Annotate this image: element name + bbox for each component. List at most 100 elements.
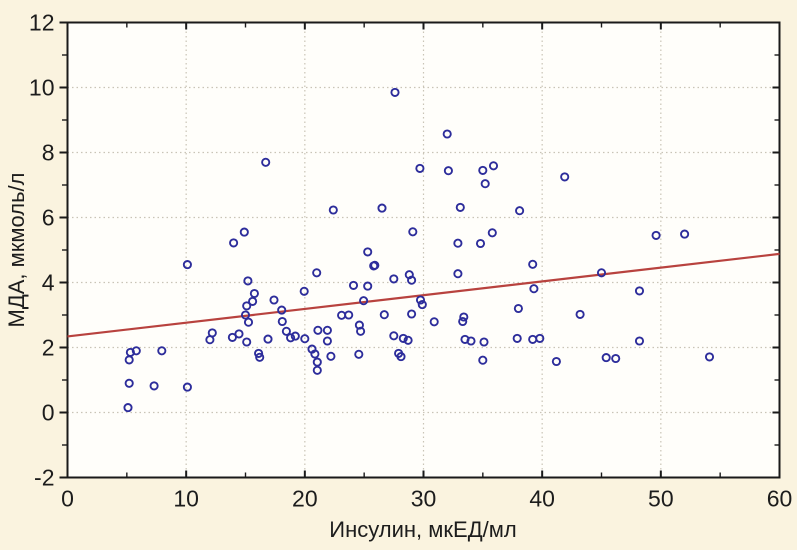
data-point [326, 351, 336, 361]
data-point [513, 303, 523, 314]
data-points [123, 87, 715, 413]
data-point [560, 172, 570, 182]
data-point [242, 337, 252, 347]
data-point [312, 268, 322, 278]
data-point [234, 329, 244, 339]
y-tick-label: 10 [29, 75, 55, 101]
data-point [243, 276, 253, 286]
x-axis-title: Инсулин, мкЕД/мл [329, 517, 516, 542]
data-point [269, 295, 279, 305]
data-point [407, 275, 417, 285]
data-point [480, 179, 490, 189]
data-point [442, 129, 452, 139]
y-axis-title: МДА, мкмоль/л [4, 173, 29, 328]
data-point [322, 336, 332, 346]
data-point [322, 325, 332, 335]
data-point [182, 260, 192, 270]
data-point [124, 355, 134, 365]
data-point [356, 326, 366, 336]
data-point [286, 333, 296, 343]
data-point [575, 309, 585, 319]
data-point [149, 381, 159, 391]
data-point [369, 261, 379, 271]
y-tick-label: -2 [34, 465, 54, 491]
data-point [634, 286, 645, 296]
data-point [475, 238, 486, 249]
gridlines [67, 22, 780, 478]
x-tick-label: 30 [411, 486, 437, 512]
data-point [354, 349, 364, 359]
x-tick-label: 50 [648, 486, 674, 512]
data-point [123, 403, 133, 413]
data-point [182, 382, 192, 392]
data-point [248, 296, 258, 306]
data-point [205, 335, 215, 345]
x-tick-label: 10 [173, 486, 199, 512]
data-point [415, 163, 425, 173]
data-point [227, 332, 237, 342]
data-point [229, 238, 239, 248]
data-point [487, 228, 497, 238]
data-point [249, 288, 259, 299]
data-point [488, 161, 499, 171]
data-point [398, 333, 408, 343]
data-point [277, 316, 287, 327]
data-point [596, 268, 607, 278]
data-point [124, 378, 134, 388]
x-tick-label: 0 [61, 486, 74, 512]
data-point [277, 305, 287, 315]
y-tick-label: 4 [42, 270, 55, 296]
data-point [458, 316, 468, 327]
data-point [242, 301, 252, 311]
data-point [651, 230, 661, 240]
trend-line [67, 252, 780, 338]
data-point [396, 352, 406, 362]
data-point [634, 336, 645, 346]
data-point [453, 269, 463, 279]
data-point [515, 206, 525, 216]
data-point [239, 227, 249, 237]
data-point [417, 300, 427, 310]
data-point [290, 331, 300, 341]
data-point [478, 165, 488, 175]
data-point [313, 325, 323, 335]
data-point [300, 334, 310, 344]
data-point [328, 205, 338, 215]
data-point [512, 333, 522, 343]
data-point [443, 166, 453, 176]
x-tick-label: 40 [529, 486, 555, 512]
data-point [601, 353, 611, 363]
data-point [359, 296, 369, 306]
data-point [704, 352, 715, 362]
data-point [261, 157, 271, 167]
data-point [389, 331, 399, 341]
data-point [255, 352, 265, 362]
data-point [389, 274, 399, 284]
data-point [453, 238, 463, 248]
data-point [466, 336, 476, 346]
tick-labels: 0 10 20 30 40 50 60 -2 0 2 4 6 8 10 12 [29, 10, 792, 512]
data-point [363, 281, 373, 291]
data-point [377, 203, 387, 213]
data-point [243, 317, 254, 327]
data-point [310, 349, 320, 359]
data-point [240, 310, 251, 320]
data-point [415, 295, 426, 305]
data-point [379, 310, 389, 320]
data-point [312, 357, 322, 367]
data-point [312, 365, 322, 375]
data-point [535, 333, 545, 343]
data-point [299, 286, 309, 296]
data-point [408, 227, 418, 237]
data-point [479, 337, 489, 347]
data-point [344, 310, 354, 320]
data-point [403, 335, 413, 345]
data-point [528, 259, 538, 269]
data-point [157, 346, 167, 356]
data-point [611, 353, 621, 364]
data-point [363, 247, 373, 257]
y-tick-label: 2 [42, 335, 55, 361]
y-tick-label: 6 [42, 205, 55, 231]
data-point [529, 284, 539, 294]
